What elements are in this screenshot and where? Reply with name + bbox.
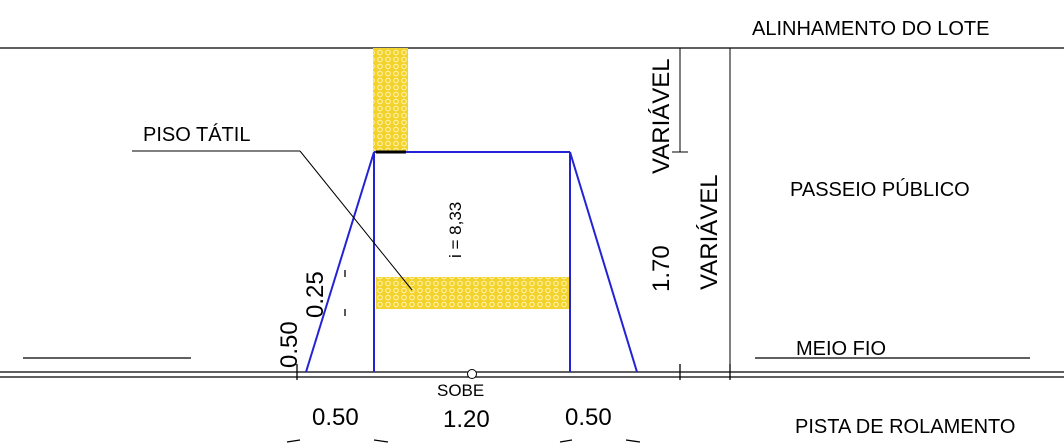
lot-alignment-label: ALINHAMENTO DO LOTE — [752, 18, 989, 40]
ramp-left-flare — [305, 151, 375, 373]
dim-bracket-1 — [286, 439, 301, 443]
up-direction-marker — [467, 369, 477, 379]
dim-height-offset: 0.25 — [302, 271, 329, 318]
dim-bracket-2 — [373, 439, 389, 443]
tactile-floor-label: PISO TÁTIL — [143, 123, 250, 146]
tactile-leader-diagonal — [299, 150, 413, 291]
dim-width-right: 0.50 — [565, 404, 612, 431]
tactile-strip-lower — [376, 277, 570, 309]
tactile-strip-upper — [373, 48, 408, 152]
slope-label: i = 8,33 — [446, 202, 465, 258]
curb-label: MEIO FIO — [796, 338, 886, 360]
dim-width-center: 1.20 — [443, 406, 490, 433]
dim-width-left: 0.50 — [312, 404, 359, 431]
dim-height-curb: 0.50 — [276, 321, 303, 368]
dim-bracket-3 — [559, 439, 573, 443]
ramp-right-flare — [569, 151, 638, 373]
dim-bracket-4 — [625, 439, 641, 443]
dim-height-ramp: 1.70 — [648, 245, 675, 292]
dim-variable-upper: VARIÁVEL — [648, 58, 675, 174]
dim-variable-lower: VARIÁVEL — [696, 174, 723, 290]
up-direction-label: SOBE — [437, 381, 484, 400]
road-label: PISTA DE ROLAMENTO — [795, 416, 1015, 438]
sidewalk-label: PASSEIO PÚBLICO — [790, 178, 970, 201]
